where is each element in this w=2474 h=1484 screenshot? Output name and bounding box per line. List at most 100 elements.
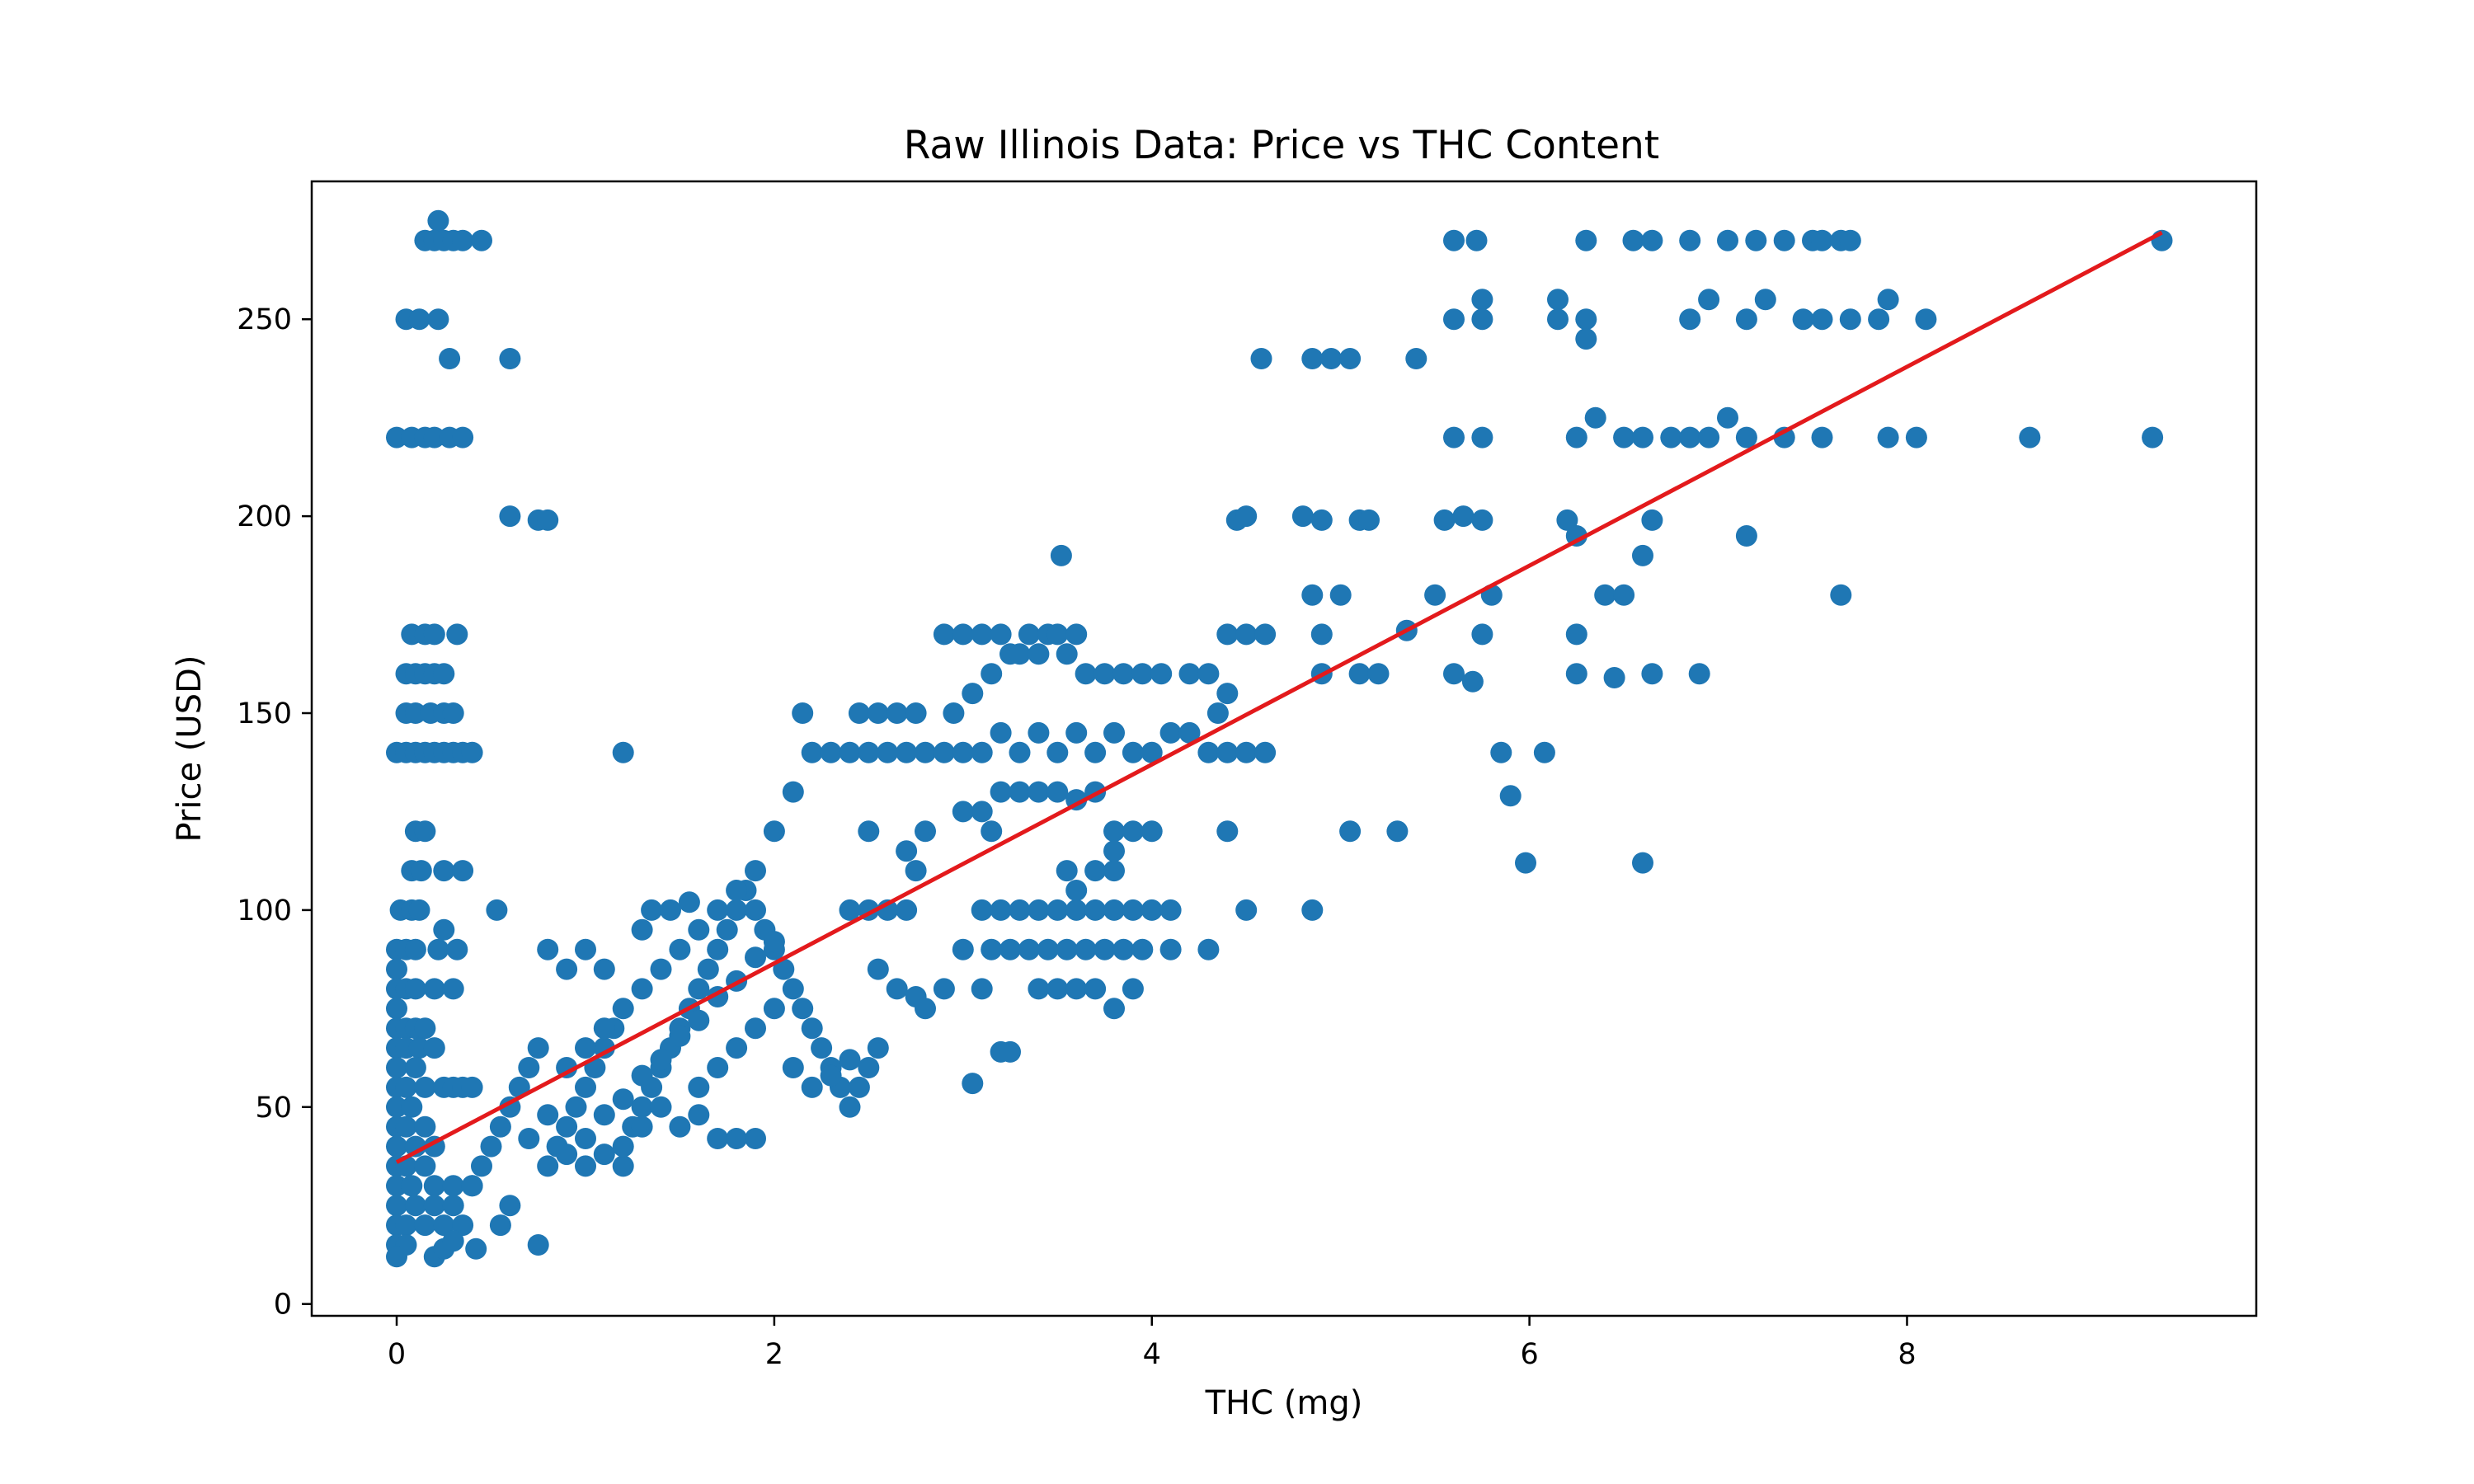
- data-point: [395, 1076, 417, 1098]
- data-point: [1717, 229, 1738, 251]
- data-point: [612, 998, 634, 1020]
- data-point: [465, 1237, 487, 1260]
- data-point: [971, 623, 993, 646]
- data-point: [990, 721, 1012, 744]
- data-point: [423, 1195, 445, 1217]
- data-point: [981, 663, 1003, 685]
- data-point: [745, 899, 766, 921]
- data-point: [990, 899, 1012, 921]
- data-point: [1471, 426, 1493, 448]
- data-point: [575, 938, 596, 960]
- data-point: [1254, 741, 1277, 763]
- data-point: [1216, 683, 1239, 705]
- data-point: [1679, 426, 1701, 448]
- data-point: [1433, 509, 1456, 531]
- data-point: [820, 1064, 842, 1087]
- data-point: [669, 1025, 691, 1047]
- data-point: [1216, 741, 1239, 763]
- data-point: [763, 931, 785, 953]
- data-point: [650, 1096, 672, 1118]
- data-point: [386, 1057, 407, 1078]
- data-point: [1009, 643, 1031, 665]
- data-point: [1339, 820, 1362, 843]
- data-point: [427, 308, 449, 331]
- data-point: [1547, 308, 1569, 331]
- plot-frame: [310, 180, 2258, 1317]
- data-point: [1084, 860, 1107, 882]
- data-point: [1320, 348, 1343, 369]
- data-point: [414, 1017, 436, 1040]
- data-point: [811, 1037, 833, 1059]
- data-point: [1065, 899, 1088, 921]
- data-point: [452, 229, 474, 251]
- data-point: [858, 741, 880, 763]
- data-point: [1047, 741, 1069, 763]
- data-point: [1103, 840, 1125, 862]
- data-point: [915, 741, 936, 763]
- data-point: [792, 702, 814, 724]
- data-point: [612, 1088, 634, 1111]
- data-point: [1047, 978, 1069, 1000]
- data-point: [1009, 781, 1031, 803]
- data-point: [471, 1155, 492, 1177]
- data-point: [395, 1214, 417, 1237]
- data-point: [867, 702, 889, 724]
- data-point: [688, 1104, 710, 1126]
- data-point: [707, 899, 729, 921]
- data-point: [433, 918, 455, 941]
- data-point: [404, 1195, 426, 1217]
- data-point: [1037, 938, 1059, 960]
- data-point: [1056, 938, 1078, 960]
- y-axis: 0 50 100 150 200 250: [237, 303, 312, 1322]
- data-point: [404, 1135, 426, 1158]
- data-point: [414, 820, 436, 843]
- data-point: [688, 1009, 710, 1031]
- data-point: [1112, 663, 1135, 685]
- data-point: [1159, 899, 1182, 921]
- data-point: [423, 623, 445, 646]
- data-point: [669, 1115, 691, 1138]
- data-point: [1830, 584, 1852, 606]
- data-point: [499, 348, 521, 369]
- data-point: [1075, 663, 1097, 685]
- data-point: [404, 702, 426, 724]
- data-point: [1122, 741, 1144, 763]
- data-point: [1839, 308, 1861, 331]
- data-point: [2019, 426, 2041, 448]
- data-point: [697, 958, 719, 980]
- data-point: [401, 1096, 423, 1118]
- data-point: [452, 1214, 474, 1237]
- data-point: [782, 1057, 804, 1078]
- data-point: [669, 938, 691, 960]
- data-point: [1839, 229, 1861, 251]
- data-point: [1811, 308, 1833, 331]
- data-point: [915, 998, 936, 1020]
- data-point: [1367, 663, 1390, 685]
- data-point: [446, 938, 468, 960]
- data-point: [1028, 899, 1050, 921]
- data-point: [839, 1096, 861, 1118]
- data-point: [1471, 308, 1493, 331]
- data-point: [1159, 721, 1182, 744]
- data-point: [1103, 998, 1125, 1020]
- data-point: [1197, 741, 1220, 763]
- data-point: [1065, 978, 1088, 1000]
- data-point: [433, 663, 455, 685]
- data-point: [1461, 670, 1484, 693]
- data-point: [1065, 880, 1088, 901]
- data-point: [593, 1144, 615, 1166]
- data-point: [612, 1135, 634, 1158]
- data-point: [1565, 525, 1587, 547]
- data-point: [386, 1246, 407, 1268]
- data-point: [933, 978, 955, 1000]
- data-point: [981, 820, 1003, 843]
- data-point: [1688, 663, 1710, 685]
- data-point: [386, 998, 407, 1020]
- data-point: [1329, 584, 1352, 606]
- data-point: [650, 1049, 672, 1071]
- data-point: [1594, 584, 1616, 606]
- data-point: [1868, 308, 1890, 331]
- data-point: [593, 1104, 615, 1126]
- data-point: [1565, 426, 1587, 448]
- data-point: [1632, 544, 1653, 566]
